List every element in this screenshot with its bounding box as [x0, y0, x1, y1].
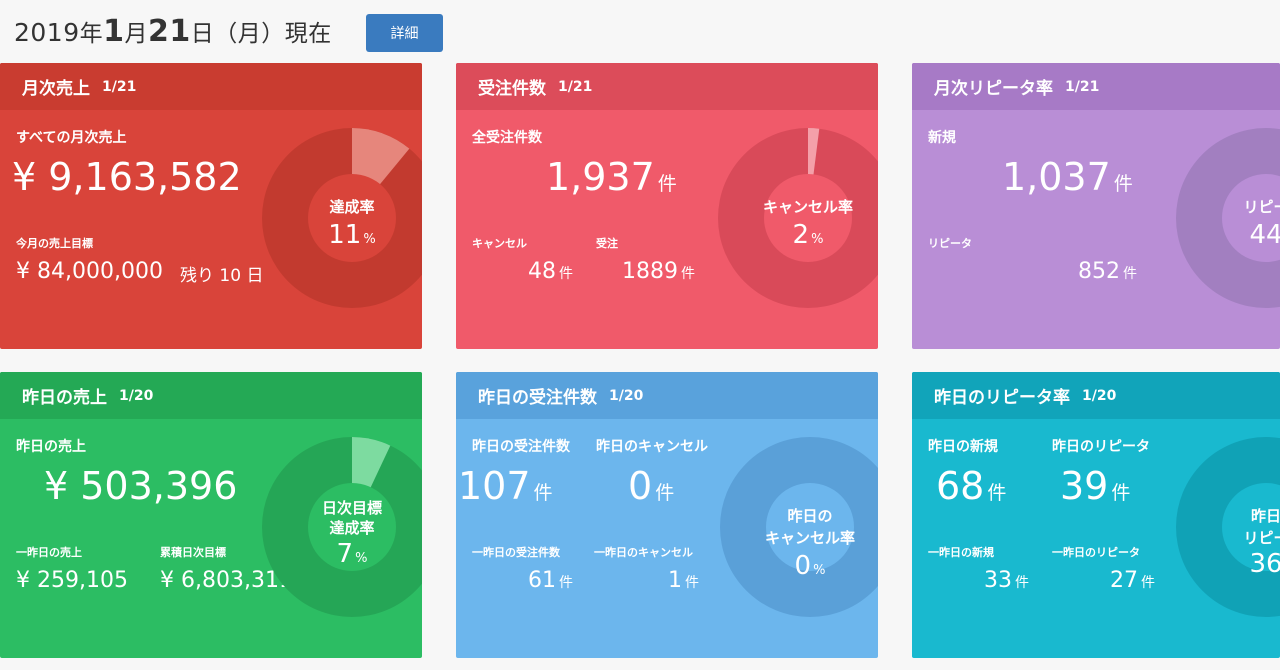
donut-label-2: キャンセル率 — [764, 529, 855, 547]
donut-value: 11% — [328, 220, 376, 250]
total-sales-label: すべての月次売上 — [16, 130, 127, 146]
cum-target-label: 累積日次目標 — [160, 546, 226, 559]
card-header: 月次売上 1/21 — [0, 63, 422, 110]
new-value: 1,037 件 — [1002, 155, 1133, 199]
prev-sales-label: 一昨日の売上 — [16, 546, 82, 559]
yesterday-cancel-label: 昨日のキャンセル — [596, 439, 708, 455]
donut-value: 2% — [792, 220, 824, 250]
repeater-donut: リピー 44 — [1176, 128, 1280, 308]
card-date: 1/21 — [558, 78, 593, 95]
yesterday-cancel-donut: 昨日の キャンセル率 0% — [720, 437, 878, 617]
donut-value: 0% — [794, 551, 826, 581]
prev-sales-value: ¥ 259,105 — [16, 568, 128, 593]
cancel-value: 48 件 — [528, 259, 573, 284]
donut-hole — [308, 174, 396, 262]
card-header: 受注件数 1/21 — [456, 63, 878, 110]
prev-cancel-label: 一昨日のキャンセル — [594, 546, 693, 559]
order-label: 受注 — [596, 237, 618, 250]
cum-target-value: ¥ 6,803,311 — [160, 568, 293, 593]
page-header: 2019年1月21日（月）現在 — [14, 14, 332, 49]
donut-label: キャンセル率 — [762, 198, 853, 216]
remaining-days: 残り 10 日 — [180, 266, 264, 286]
donut-label-1: 昨日 — [1250, 507, 1280, 525]
total-orders-label: 全受注件数 — [472, 130, 542, 146]
donut-hole — [764, 174, 852, 262]
donut-label: リピー — [1243, 198, 1280, 216]
cancel-rate-donut: キャンセル率 2% — [718, 128, 878, 308]
card-header: 昨日の受注件数 1/20 — [456, 372, 878, 419]
prev-new-value: 33 件 — [984, 568, 1029, 593]
donut-hole — [766, 483, 854, 571]
card-title: 受注件数 — [478, 79, 546, 99]
repeater-value: 852 件 — [1078, 259, 1137, 284]
card-header: 昨日の売上 1/20 — [0, 372, 422, 419]
donut-label-2: リピー — [1243, 529, 1280, 547]
card-date: 1/21 — [1065, 78, 1100, 95]
card-date: 1/20 — [119, 387, 154, 404]
page-title-date: 2019年1月21日（月）現在 — [14, 14, 332, 49]
yesterday-orders-value: 107 件 — [458, 464, 553, 508]
yesterday-repeater-card: 昨日のリピータ率 1/20 昨日の新規 68 件 昨日のリピータ 39 件 一昨日の… — [912, 372, 1280, 658]
prev-new-label: 一昨日の新規 — [928, 546, 994, 559]
target-value: ¥ 84,000,000 — [16, 259, 163, 284]
orders-card: 受注件数 1/21 全受注件数 1,937 件 キャンセル 48 件 受注 1889… — [456, 63, 878, 349]
card-title: 昨日の受注件数 — [478, 388, 597, 408]
card-title: 昨日の売上 — [22, 388, 107, 408]
card-header: 月次リピータ率 1/21 — [912, 63, 1280, 110]
donut-label-1: 日次目標 — [321, 499, 382, 517]
total-sales-value: ¥ 9,163,582 — [12, 155, 242, 199]
donut-value: 44 — [1249, 220, 1280, 250]
card-date: 1/20 — [609, 387, 644, 404]
yesterday-repeater-donut: 昨日 リピー 36 — [1176, 437, 1280, 617]
yesterday-orders-label: 昨日の受注件数 — [472, 439, 570, 455]
yesterday-sales-value: ¥ 503,396 — [44, 464, 238, 508]
donut-label: 達成率 — [329, 198, 375, 216]
card-title: 昨日のリピータ率 — [934, 388, 1070, 408]
prev-orders-label: 一昨日の受注件数 — [472, 546, 560, 559]
daily-target-donut: 日次目標 達成率 7% — [262, 437, 422, 617]
donut-value: 7% — [336, 539, 368, 569]
donut-label-1: 昨日の — [787, 507, 833, 525]
monthly-sales-card: 月次売上 1/21 すべての月次売上 ¥ 9,163,582 今月の売上目標 ¥… — [0, 63, 422, 349]
order-value: 1889 件 — [622, 259, 695, 284]
yesterday-sales-card: 昨日の売上 1/20 昨日の売上 ¥ 503,396 一昨日の売上 ¥ 259,… — [0, 372, 422, 658]
yesterday-sales-label: 昨日の売上 — [16, 439, 86, 455]
prev-repeater-value: 27 件 — [1110, 568, 1155, 593]
yesterday-new-label: 昨日の新規 — [928, 439, 998, 455]
yesterday-repeater-label: 昨日のリピータ — [1052, 439, 1150, 455]
card-header: 昨日のリピータ率 1/20 — [912, 372, 1280, 419]
yesterday-new-value: 68 件 — [936, 464, 1007, 508]
donut-label-2: 達成率 — [329, 519, 375, 537]
card-date: 1/21 — [102, 78, 137, 95]
card-title: 月次リピータ率 — [934, 79, 1053, 99]
card-date: 1/20 — [1082, 387, 1117, 404]
target-label: 今月の売上目標 — [16, 237, 93, 250]
card-title: 月次売上 — [22, 79, 90, 99]
yesterday-repeater-value: 39 件 — [1060, 464, 1131, 508]
repeater-label: リピータ — [928, 237, 972, 250]
prev-orders-value: 61 件 — [528, 568, 573, 593]
donut-value: 36 — [1249, 549, 1280, 579]
cancel-label: キャンセル — [472, 237, 527, 250]
new-label: 新規 — [928, 130, 956, 146]
prev-repeater-label: 一昨日のリピータ — [1052, 546, 1140, 559]
detail-button[interactable]: 詳細 — [366, 14, 443, 52]
achievement-donut: 達成率 11% — [262, 128, 422, 308]
total-orders-value: 1,937 件 — [546, 155, 677, 199]
donut-hole — [308, 483, 396, 571]
